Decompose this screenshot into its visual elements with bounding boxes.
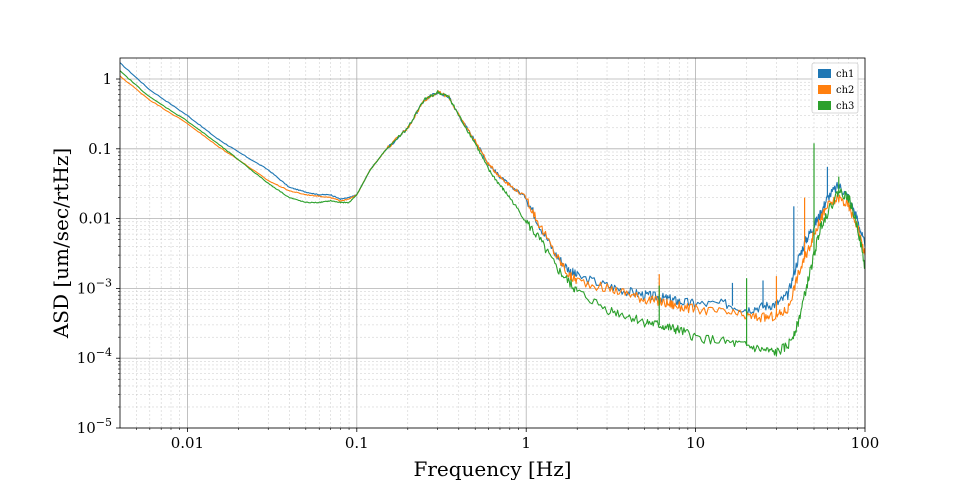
legend-swatch-ch3 bbox=[818, 101, 831, 110]
series-line-ch3 bbox=[119, 70, 866, 357]
y-tick-label: 10−4 bbox=[77, 346, 112, 367]
y-tick-label: 10−5 bbox=[77, 416, 112, 437]
legend-swatch-ch2 bbox=[818, 85, 831, 94]
legend-label-ch3: ch3 bbox=[836, 101, 854, 112]
y-tick-label: 1 bbox=[102, 70, 112, 88]
y-tick-exponent: −4 bbox=[96, 346, 112, 359]
plot-frame bbox=[119, 57, 866, 429]
grid-major bbox=[120, 58, 866, 429]
y-tick-exponent: −3 bbox=[96, 276, 112, 289]
x-tick-label: 10 bbox=[686, 434, 705, 452]
y-axis-label: ASD [um/sec/rtHz] bbox=[49, 148, 73, 339]
y-tick-label: 0.1 bbox=[88, 140, 112, 158]
axis-ticks bbox=[116, 78, 866, 432]
x-tick-label: 0.1 bbox=[345, 434, 369, 452]
x-tick-label: 1 bbox=[521, 434, 531, 452]
legend-label-ch2: ch2 bbox=[836, 85, 854, 96]
grid-minor bbox=[120, 58, 865, 428]
series-layer bbox=[119, 62, 866, 357]
y-tick-label: 10−3 bbox=[77, 276, 112, 297]
series-line-ch2 bbox=[119, 75, 866, 323]
y-tick-exponent: −5 bbox=[96, 416, 112, 429]
y-tick-mantissa: 10 bbox=[77, 279, 96, 297]
x-tick-label: 100 bbox=[851, 434, 880, 452]
y-tick-mantissa: 10 bbox=[77, 419, 96, 437]
legend-swatch-ch1 bbox=[818, 69, 831, 78]
y-tick-mantissa: 10 bbox=[77, 349, 96, 367]
x-axis-label: Frequency [Hz] bbox=[413, 457, 571, 480]
x-tick-label: 0.01 bbox=[171, 434, 204, 452]
legend: ch1 ch2 ch3 bbox=[811, 62, 859, 114]
series-line-ch1 bbox=[119, 62, 866, 315]
legend-label-ch1: ch1 bbox=[836, 69, 854, 80]
y-tick-label: 0.01 bbox=[79, 210, 112, 228]
